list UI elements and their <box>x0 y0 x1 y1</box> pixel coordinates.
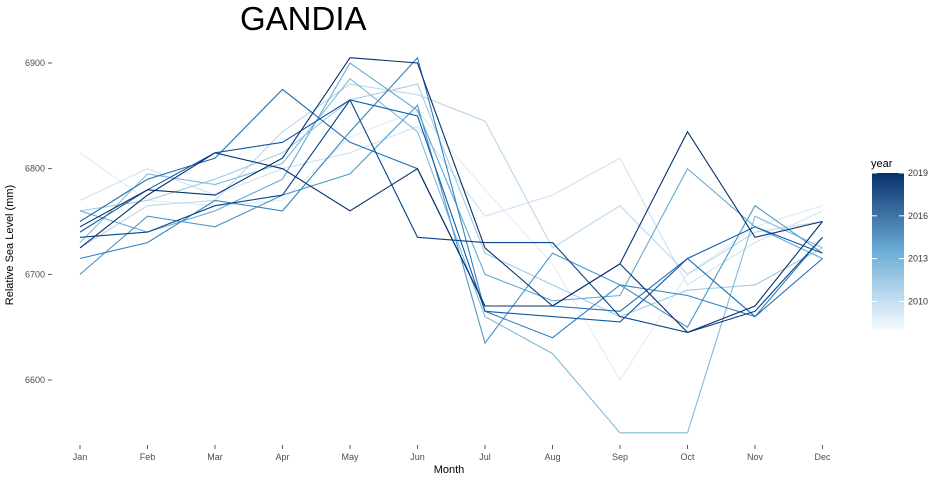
legend-ticks: 2010 2013 2016 2019 <box>872 168 928 306</box>
x-tick-label: Nov <box>747 452 764 462</box>
y-axis: 6600 6700 6800 6900 <box>25 58 52 385</box>
y-tick-label: 6800 <box>25 164 45 174</box>
y-axis-title: Relative Sea Level (mm) <box>4 185 16 305</box>
series-line-2012 <box>79 78 823 434</box>
series-line-2019 <box>79 57 823 307</box>
x-tick-label: Dec <box>814 452 831 462</box>
y-tick-label: 6600 <box>25 375 45 385</box>
x-tick-label: Aug <box>544 452 560 462</box>
x-axis-title: Month <box>434 464 465 476</box>
series-line-2008 <box>79 109 823 382</box>
x-tick-label: Apr <box>275 452 289 462</box>
series-line-2013 <box>79 62 823 302</box>
x-tick-label: Jul <box>479 452 491 462</box>
series-line-2014 <box>79 104 823 345</box>
x-tick-label: Jan <box>73 452 88 462</box>
x-tick-label: Oct <box>680 452 695 462</box>
legend-tick-label: 2019 <box>908 168 928 178</box>
series-line-2017 <box>79 99 823 323</box>
series-lines <box>79 56 823 434</box>
x-tick-label: Mar <box>207 452 223 462</box>
series-line-2019 <box>79 152 823 334</box>
series-line-2010 <box>79 83 823 276</box>
x-tick-label: Jun <box>410 452 425 462</box>
x-axis: Jan Feb Mar Apr May Jun Jul Aug Sep Oct Nov Dec <box>73 445 831 462</box>
x-tick-label: Feb <box>140 452 156 462</box>
legend-colorbar <box>872 173 904 330</box>
series-line-2016 <box>79 88 823 318</box>
y-tick-label: 6700 <box>25 269 45 279</box>
x-tick-label: Sep <box>612 452 628 462</box>
series-line-2018 <box>79 98 823 333</box>
series-line-2015 <box>79 56 823 339</box>
legend-tick-label: 2010 <box>908 296 928 306</box>
color-legend: year 2010 2013 2016 2019 <box>871 158 928 330</box>
legend-tick-label: 2013 <box>908 254 928 264</box>
legend-tick-label: 2016 <box>908 211 928 221</box>
x-tick-label: May <box>341 452 359 462</box>
y-tick-label: 6900 <box>25 58 45 68</box>
series-line-2011 <box>79 83 823 318</box>
chart-title: GANDIA <box>240 0 367 37</box>
series-line-2009 <box>79 125 823 286</box>
legend-title: year <box>871 158 893 170</box>
